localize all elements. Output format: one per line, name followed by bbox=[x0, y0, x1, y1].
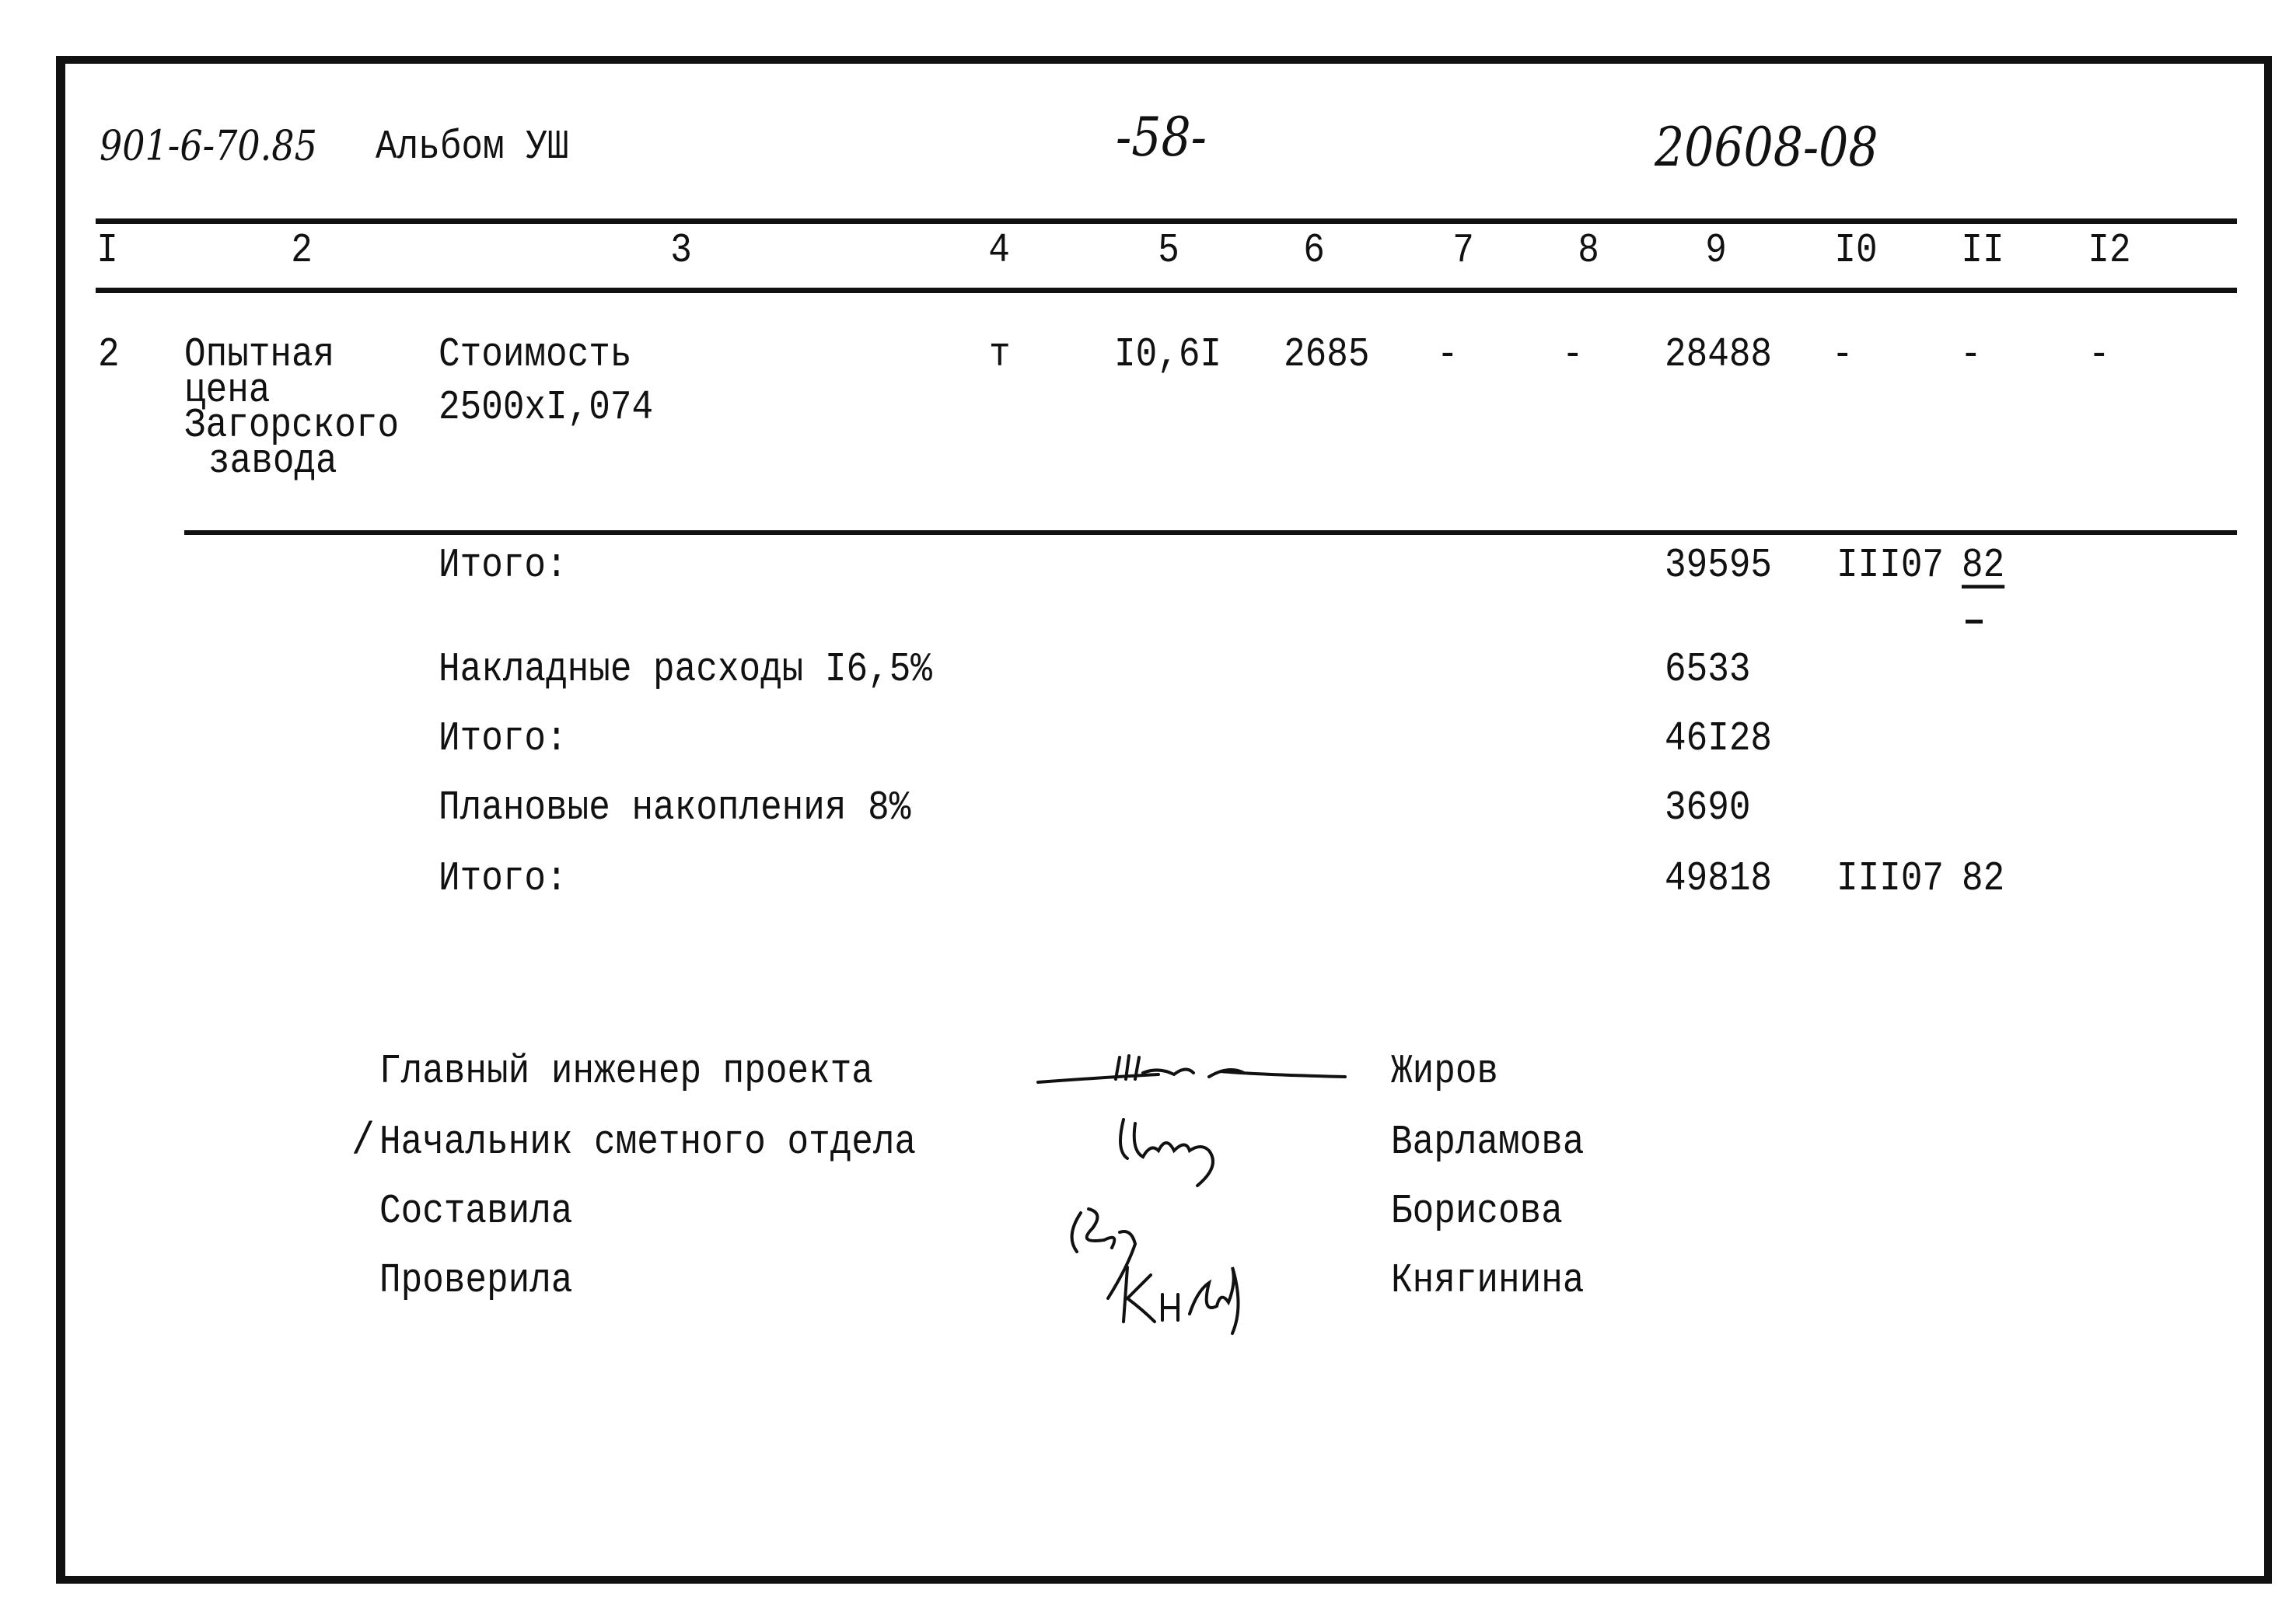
summary-label: Итого: bbox=[439, 542, 568, 589]
header-rule-bottom bbox=[96, 288, 2237, 293]
summary-col10: III07 bbox=[1836, 855, 1945, 902]
col-header: II bbox=[1961, 227, 2004, 274]
header-rule-top bbox=[96, 218, 2237, 224]
row-name-line: Опытная bbox=[184, 331, 335, 378]
page-number: -58- bbox=[1116, 106, 1207, 169]
row-col12: - bbox=[2088, 331, 2110, 378]
row-desc-line: 2500xI,074 bbox=[439, 384, 654, 431]
col-header: I2 bbox=[2088, 227, 2131, 274]
summary-col10: III07 bbox=[1836, 542, 1945, 589]
summary-col11: 82 bbox=[1962, 542, 2005, 589]
col-header: 9 bbox=[1705, 227, 1727, 274]
summary-col9: 6533 bbox=[1665, 646, 1751, 693]
col-header: I bbox=[96, 227, 118, 274]
col-header: 2 bbox=[291, 227, 313, 274]
col-header: 7 bbox=[1452, 227, 1474, 274]
row-name-line: цена bbox=[184, 367, 271, 414]
page-frame bbox=[56, 56, 2272, 1584]
signature-role: Составила bbox=[379, 1188, 573, 1235]
dash-mark bbox=[1966, 620, 1983, 624]
row-price: 2685 bbox=[1284, 331, 1370, 378]
handwritten-signatures bbox=[1036, 1054, 1347, 1335]
summary-label: Накладные расходы I6,5% bbox=[439, 646, 932, 693]
row-desc-line: Стоимость bbox=[439, 331, 632, 378]
row-col8: - bbox=[1562, 331, 1584, 378]
summary-col11: 82 bbox=[1962, 855, 2005, 902]
col-header: 4 bbox=[988, 227, 1010, 274]
row-col10: - bbox=[1832, 331, 1854, 378]
summary-label: Плановые накопления 8% bbox=[439, 784, 911, 831]
summary-label: Итого: bbox=[439, 855, 568, 902]
doc-code: 901-6-70.85 bbox=[100, 121, 317, 170]
col-header: 5 bbox=[1158, 227, 1179, 274]
col-header: 3 bbox=[670, 227, 692, 274]
col-header: I0 bbox=[1834, 227, 1878, 274]
row-total: 28488 bbox=[1665, 331, 1773, 378]
signature-role: Проверила bbox=[379, 1257, 573, 1304]
album-label: Альбом УШ bbox=[376, 124, 569, 170]
row-name-line: Загорского bbox=[184, 402, 400, 449]
signature-name: Княгинина bbox=[1391, 1257, 1585, 1304]
row-qty: I0,6I bbox=[1114, 331, 1222, 378]
row-col7: - bbox=[1437, 331, 1459, 378]
col-header: 6 bbox=[1303, 227, 1325, 274]
summary-col9: 3690 bbox=[1665, 784, 1751, 831]
summary-col9: 39595 bbox=[1665, 542, 1773, 589]
row-col11: - bbox=[1960, 331, 1982, 378]
doc-number: 20608-08 bbox=[1655, 116, 1878, 180]
slash-mark: / bbox=[351, 1116, 376, 1168]
summary-label: Итого: bbox=[439, 715, 568, 762]
signature-name: Варламова bbox=[1391, 1119, 1585, 1165]
signature-role: Главный инженер проекта bbox=[379, 1048, 873, 1095]
summary-col9: 49818 bbox=[1665, 855, 1773, 902]
row-name-line: завода bbox=[208, 438, 337, 484]
summary-col9: 46I28 bbox=[1665, 715, 1773, 762]
signature-name: Жиров bbox=[1391, 1048, 1499, 1095]
signature-name: Борисова bbox=[1391, 1188, 1563, 1235]
col-header: 8 bbox=[1578, 227, 1599, 274]
row-unit: т bbox=[989, 331, 1011, 378]
row-number: 2 bbox=[98, 331, 120, 378]
summary-rule bbox=[184, 530, 2237, 535]
signature-role: Начальник сметного отдела bbox=[379, 1119, 917, 1165]
